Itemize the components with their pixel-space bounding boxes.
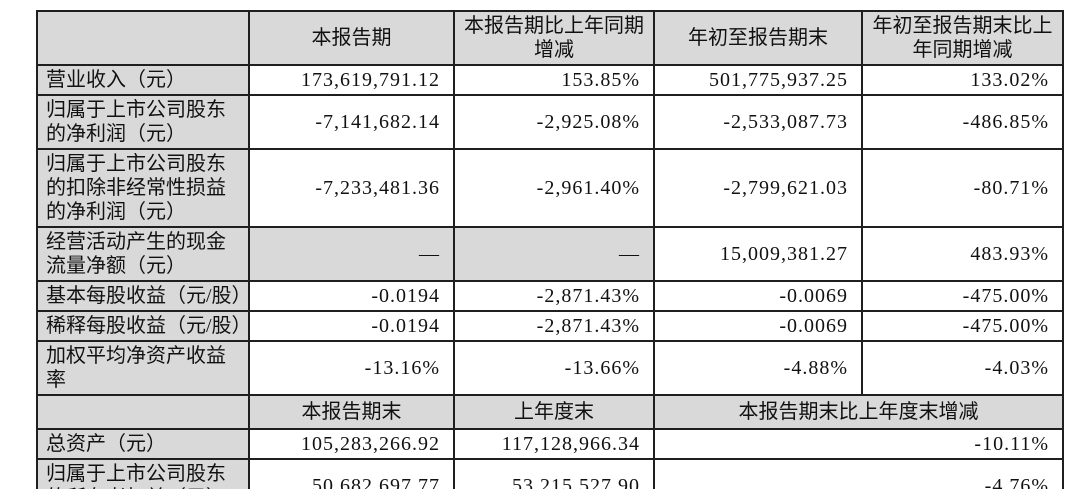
row-basic-eps-label: 基本每股收益（元/股） [36,280,250,312]
operating-revenue-current: 173,619,791.12 [248,64,455,96]
row-operating-revenue-label: 营业收入（元） [36,64,250,96]
net-profit-excl-yoy: -2,961.40% [453,148,655,228]
net-profit-excl-ytd: -2,799,621.03 [653,148,863,228]
corner-cell [36,10,250,66]
diluted-eps-ytd: -0.0069 [653,310,863,342]
weighted-avg-roe-current: -13.16% [248,340,455,396]
total-assets-change: -10.11% [653,428,1064,460]
col-header-current-period: 本报告期 [248,10,455,66]
operating-cash-flow-current: — [248,226,455,282]
row-equity-attributable: 归属于上市公司股东的所有者权益（元） 50,682,697.77 53,215,… [36,458,1064,489]
weighted-avg-roe-ytd-yoy: -4.03% [861,340,1064,396]
section2-corner-cell [36,394,250,430]
financial-summary-table: 本报告期 本报告期比上年同期增减 年初至报告期末 年初至报告期末比上年同期增减 … [36,10,1064,489]
row-net-profit-excl-nonrecurring-label: 归属于上市公司股东的扣除非经常性损益的净利润（元） [36,148,250,228]
operating-cash-flow-ytd: 15,009,381.27 [653,226,863,282]
row-operating-cash-flow: 经营活动产生的现金流量净额（元） — — 15,009,381.27 483.9… [36,226,1064,282]
net-profit-excl-ytd-yoy: -80.71% [861,148,1064,228]
diluted-eps-current: -0.0194 [248,310,455,342]
operating-cash-flow-ytd-yoy: 483.93% [861,226,1064,282]
row-net-profit-excl-nonrecurring: 归属于上市公司股东的扣除非经常性损益的净利润（元） -7,233,481.36 … [36,148,1064,228]
col-header-prior-year-end: 上年度末 [453,394,655,430]
basic-eps-ytd-yoy: -475.00% [861,280,1064,312]
row-diluted-eps: 稀释每股收益（元/股） -0.0194 -2,871.43% -0.0069 -… [36,310,1064,342]
row-operating-revenue: 营业收入（元） 173,619,791.12 153.85% 501,775,9… [36,64,1064,96]
basic-eps-yoy: -2,871.43% [453,280,655,312]
col-header-ytd: 年初至报告期末 [653,10,863,66]
net-profit-ytd: -2,533,087.73 [653,94,863,150]
row-operating-cash-flow-label: 经营活动产生的现金流量净额（元） [36,226,250,282]
col-header-period-end: 本报告期末 [248,394,455,430]
row-basic-eps: 基本每股收益（元/股） -0.0194 -2,871.43% -0.0069 -… [36,280,1064,312]
basic-eps-current: -0.0194 [248,280,455,312]
net-profit-current: -7,141,682.14 [248,94,455,150]
weighted-avg-roe-yoy: -13.66% [453,340,655,396]
operating-revenue-ytd-yoy: 133.02% [861,64,1064,96]
equity-period-end: 50,682,697.77 [248,458,455,489]
total-assets-period-end: 105,283,266.92 [248,428,455,460]
operating-revenue-ytd: 501,775,937.25 [653,64,863,96]
diluted-eps-ytd-yoy: -475.00% [861,310,1064,342]
total-assets-prior-year-end: 117,128,966.34 [453,428,655,460]
col-header-ytd-yoy: 年初至报告期末比上年同期增减 [861,10,1064,66]
section2-header-row: 本报告期末 上年度末 本报告期末比上年度末增减 [36,394,1064,430]
row-total-assets: 总资产（元） 105,283,266.92 117,128,966.34 -10… [36,428,1064,460]
weighted-avg-roe-ytd: -4.88% [653,340,863,396]
row-weighted-avg-roe: 加权平均净资产收益率 -13.16% -13.66% -4.88% -4.03% [36,340,1064,396]
row-weighted-avg-roe-label: 加权平均净资产收益率 [36,340,250,396]
net-profit-yoy: -2,925.08% [453,94,655,150]
row-equity-attributable-label: 归属于上市公司股东的所有者权益（元） [36,458,250,489]
operating-cash-flow-yoy: — [453,226,655,282]
section1-header-row: 本报告期 本报告期比上年同期增减 年初至报告期末 年初至报告期末比上年同期增减 [36,10,1064,66]
row-diluted-eps-label: 稀释每股收益（元/股） [36,310,250,342]
col-header-current-period-yoy: 本报告期比上年同期增减 [453,10,655,66]
net-profit-ytd-yoy: -486.85% [861,94,1064,150]
col-header-period-end-change: 本报告期末比上年度末增减 [653,394,1064,430]
operating-revenue-yoy: 153.85% [453,64,655,96]
row-net-profit-attributable: 归属于上市公司股东的净利润（元） -7,141,682.14 -2,925.08… [36,94,1064,150]
net-profit-excl-current: -7,233,481.36 [248,148,455,228]
diluted-eps-yoy: -2,871.43% [453,310,655,342]
row-net-profit-attributable-label: 归属于上市公司股东的净利润（元） [36,94,250,150]
equity-prior-year-end: 53,215,527.90 [453,458,655,489]
equity-change: -4.76% [653,458,1064,489]
basic-eps-ytd: -0.0069 [653,280,863,312]
row-total-assets-label: 总资产（元） [36,428,250,460]
